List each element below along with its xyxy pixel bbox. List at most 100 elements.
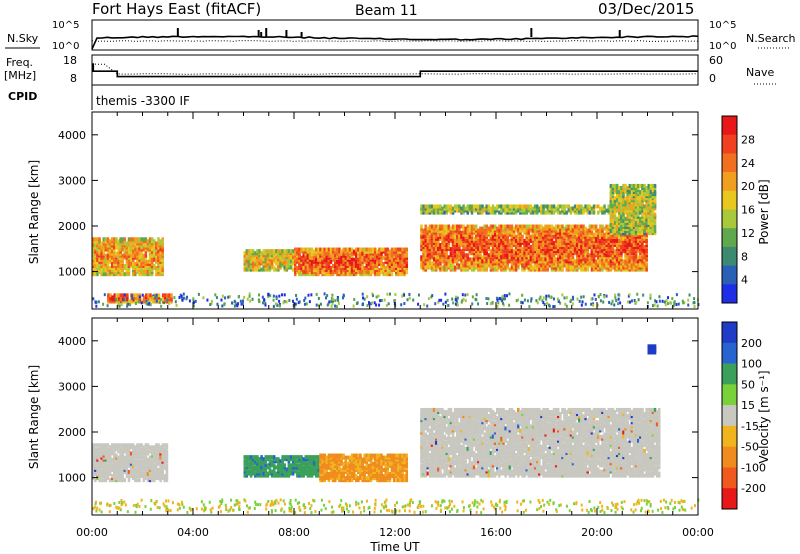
power-echo-cell — [298, 255, 301, 260]
power-echo-cell — [565, 204, 568, 209]
power-echo-cell — [355, 253, 358, 258]
power-echo-cell — [615, 240, 619, 245]
power-echo-cell — [479, 240, 482, 245]
power-echo-cell — [641, 214, 644, 219]
power-noise-cell — [275, 295, 278, 299]
power-echo-cell — [653, 185, 657, 190]
power-echo-cell — [597, 263, 600, 268]
power-echo-cell — [525, 263, 528, 268]
power-echo-cell — [548, 240, 552, 245]
power-echo-cell — [548, 257, 552, 262]
power-noise-cell — [246, 297, 249, 301]
power-echo-cell — [531, 230, 535, 235]
power-echo-cell — [150, 253, 154, 258]
power-echo-cell — [94, 243, 97, 248]
power-echo-cell — [451, 249, 455, 254]
power-echo-cell — [266, 265, 270, 270]
power-noise-cell — [202, 296, 205, 300]
power-echo-cell — [129, 241, 133, 246]
power-echo-cell — [611, 214, 615, 219]
power-echo-cell — [384, 249, 387, 254]
nsky-panel-frame — [91, 19, 699, 51]
power-echo-cell — [113, 293, 116, 298]
power-echo-cell — [464, 245, 467, 250]
power-echo-cell — [392, 247, 396, 252]
power-echo-cell — [468, 265, 472, 270]
power-echo-cell — [525, 242, 528, 247]
power-echo-cell — [127, 257, 131, 262]
power-noise-cell — [352, 304, 355, 308]
power-echo-cell — [344, 251, 347, 256]
power-echo-cell — [344, 263, 347, 268]
power-noise-cell — [502, 297, 505, 301]
power-echo-cell — [432, 234, 436, 239]
power-echo-cell — [626, 240, 629, 245]
power-echo-cell — [645, 253, 648, 258]
power-noise-cell — [688, 293, 691, 297]
power-echo-cell — [643, 190, 646, 195]
power-echo-cell — [531, 228, 535, 233]
power-echo-cell — [474, 261, 478, 266]
power-echo-cell — [523, 245, 526, 250]
power-echo-cell — [108, 272, 112, 277]
power-echo-cell — [428, 257, 432, 262]
power-echo-cell — [538, 208, 541, 213]
power-noise-cell — [675, 303, 678, 307]
power-echo-cell — [434, 238, 438, 243]
power-echo-cell — [333, 259, 337, 264]
power-noise-cell — [683, 301, 686, 305]
velocity-echo-cell — [94, 443, 97, 448]
power-echo-cell — [531, 232, 535, 237]
power-echo-cell — [258, 261, 261, 266]
power-echo-cell — [563, 228, 566, 233]
power-echo-cell — [624, 188, 627, 193]
power-echo-cell — [420, 204, 423, 209]
power-echo-cell — [300, 249, 303, 254]
power-echo-cell — [108, 255, 112, 260]
power-echo-cell — [249, 257, 253, 262]
power-echo-cell — [590, 238, 594, 243]
power-echo-cell — [580, 253, 583, 258]
power-echo-cell — [460, 206, 463, 211]
power-echo-cell — [567, 267, 571, 272]
power-echo-cell — [100, 257, 103, 262]
power-echo-cell — [609, 183, 613, 188]
velocity-echo-cell — [98, 459, 101, 464]
velocity-echo-cell — [100, 461, 103, 466]
power-echo-cell — [636, 218, 640, 223]
power-echo-cell — [485, 242, 488, 247]
power-echo-cell — [523, 253, 526, 258]
power-echo-cell — [641, 210, 644, 215]
power-echo-cell — [493, 265, 497, 270]
power-echo-cell — [590, 249, 594, 254]
power-echo-cell — [371, 249, 375, 254]
power-echo-cell — [613, 204, 617, 209]
power-echo-cell — [651, 210, 655, 215]
power-echo-cell — [571, 206, 575, 211]
power-echo-cell — [611, 198, 615, 203]
power-echo-cell — [653, 231, 657, 236]
power-echo-cell — [546, 224, 549, 229]
power-echo-cell — [338, 259, 341, 264]
power-echo-cell — [498, 242, 501, 247]
power-echo-cell — [500, 257, 503, 262]
power-echo-cell — [599, 259, 602, 264]
power-echo-cell — [422, 251, 425, 256]
power-noise-cell — [602, 300, 605, 304]
power-echo-cell — [613, 188, 617, 193]
power-echo-cell — [142, 261, 145, 266]
power-noise-cell — [363, 297, 366, 301]
power-echo-cell — [632, 185, 636, 190]
power-echo-cell — [535, 204, 539, 209]
power-echo-cell — [636, 267, 640, 272]
power-echo-cell — [651, 200, 655, 205]
power-echo-cell — [563, 230, 566, 235]
power-echo-cell — [470, 210, 474, 215]
power-echo-cell — [502, 253, 505, 258]
power-echo-cell — [453, 236, 457, 241]
power-echo-cell — [142, 299, 146, 304]
power-echo-cell — [119, 255, 122, 260]
power-echo-cell — [626, 229, 629, 234]
power-noise-cell — [181, 298, 184, 302]
power-echo-cell — [552, 230, 556, 235]
